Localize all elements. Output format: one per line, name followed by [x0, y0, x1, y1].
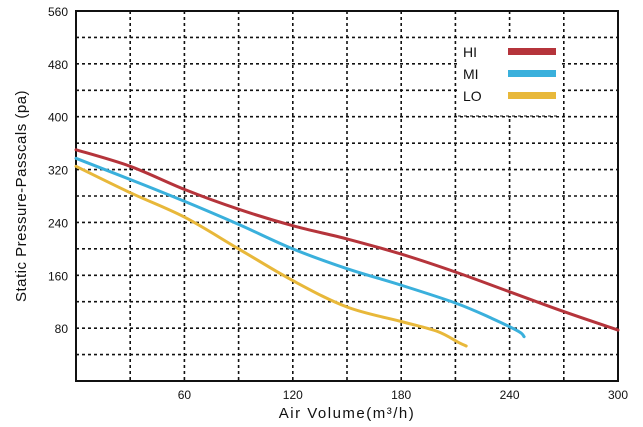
- series-line-hi: [74, 148, 620, 332]
- x-tick-label: 240: [500, 388, 520, 402]
- x-axis-title: Air Volume(m³/h): [279, 405, 416, 422]
- legend-swatch-hi: [508, 48, 556, 55]
- legend-label-mi: MI: [463, 66, 479, 82]
- grid: [76, 11, 618, 381]
- series-line-lo: [74, 164, 468, 348]
- y-tick-label: 240: [48, 216, 68, 230]
- y-tick-label: 480: [48, 58, 68, 72]
- y-tick-label: 320: [48, 164, 68, 178]
- legend-swatch-lo: [508, 92, 556, 99]
- y-tick-label: 160: [48, 269, 68, 283]
- y-tick-label: 80: [55, 322, 69, 336]
- legend-label-lo: LO: [463, 88, 482, 104]
- legend-entries: HI MI LO: [463, 44, 556, 104]
- legend: HI MI LO: [458, 40, 560, 117]
- x-tick-labels: 60 120 180 240 300: [178, 388, 629, 402]
- x-tick-label: 300: [608, 388, 628, 402]
- series-line-mi: [74, 156, 526, 339]
- x-tick-label: 60: [178, 388, 192, 402]
- legend-label-hi: HI: [463, 44, 477, 60]
- plot-frame: [75, 10, 619, 382]
- y-tick-labels: 80 160 240 320 400 480 560: [48, 5, 68, 336]
- y-tick-label: 560: [48, 5, 68, 19]
- x-tick-label: 120: [283, 388, 303, 402]
- series-lines: [74, 148, 620, 348]
- y-tick-label: 400: [48, 111, 68, 125]
- y-axis-title: Static Pressure-Passcals (pa): [13, 90, 30, 302]
- legend-swatch-mi: [508, 70, 556, 77]
- x-tick-label: 180: [391, 388, 411, 402]
